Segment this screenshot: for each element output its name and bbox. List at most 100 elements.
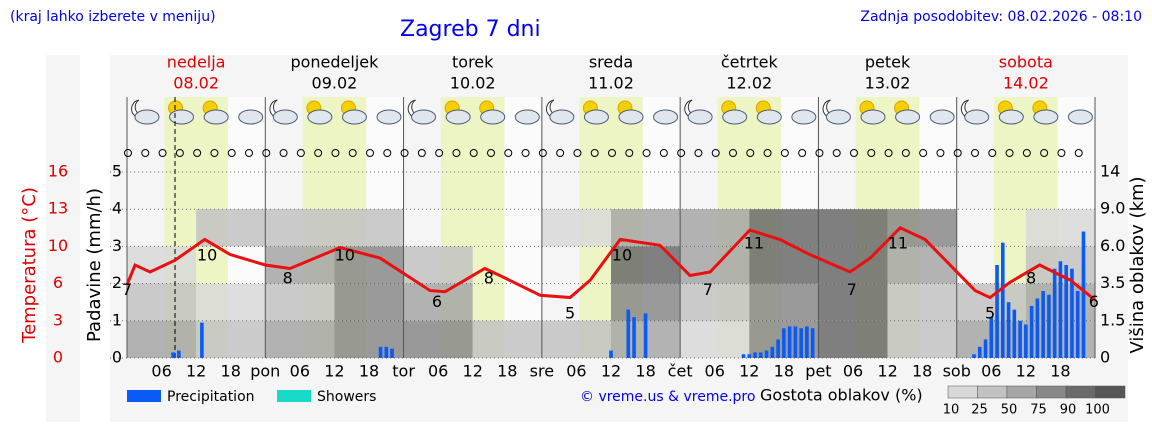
precip-bar <box>384 346 389 358</box>
wind-calm <box>901 149 910 157</box>
cloud-legend-swatch <box>1006 385 1037 399</box>
wind-calm <box>919 149 928 157</box>
x-tick-label: 12 <box>1016 362 1036 381</box>
precip-bar <box>805 326 809 358</box>
cloud-cell <box>472 320 542 358</box>
cloud-icon <box>445 109 471 125</box>
day-name: nedelja <box>167 53 226 72</box>
cloud-icon <box>825 109 851 125</box>
temperature-label: 5 <box>565 303 575 322</box>
precip-bar <box>1075 291 1080 358</box>
day-date: 12.02 <box>726 74 772 93</box>
wind-calm <box>832 149 841 157</box>
precip-bar <box>782 328 786 358</box>
cloud-icon <box>376 109 402 125</box>
cloud-tick-label: 3.5 <box>1100 273 1125 292</box>
cloud-cell <box>541 209 611 247</box>
cloud-icon <box>964 109 990 125</box>
day-name: ponedeljek <box>290 53 379 72</box>
cloud-legend-label: 10 <box>943 403 960 418</box>
wind-calm <box>763 149 772 157</box>
cloud-legend-swatch <box>1095 385 1126 399</box>
cloud-cell <box>265 320 335 358</box>
legend-label: Showers <box>317 389 376 405</box>
wind-calm <box>141 149 150 157</box>
cloud-icon <box>1033 109 1059 125</box>
cloud-cell <box>818 320 888 358</box>
cloud-tick-label: 9.0 <box>1100 199 1125 218</box>
cloud-icon <box>1067 109 1093 125</box>
cloud-cell <box>127 320 197 358</box>
precip-bar <box>632 317 636 358</box>
cloud-cell <box>403 320 473 358</box>
precip-bar <box>1006 302 1011 358</box>
cloud-legend-label: 50 <box>1001 403 1018 418</box>
wind-calm <box>435 149 444 157</box>
wind-calm <box>573 149 582 157</box>
day-date: 11.02 <box>588 74 634 93</box>
cloud-icon <box>653 109 679 125</box>
wind-calm <box>711 149 720 157</box>
precip-bar <box>977 346 982 358</box>
precip-bar <box>989 317 994 358</box>
cloud-icon <box>687 109 713 125</box>
wind-calm <box>175 149 184 157</box>
cloud-icon <box>134 109 160 125</box>
cloud-icon <box>895 109 921 125</box>
x-tick-label: 06 <box>151 362 171 381</box>
precip-bar <box>1018 320 1022 358</box>
cloud-cell <box>196 283 266 321</box>
day-name: petek <box>865 53 911 72</box>
cloud-icon <box>998 109 1024 125</box>
precip-bar <box>1064 265 1068 358</box>
cloud-cell <box>127 283 197 321</box>
night-band <box>504 97 542 358</box>
precip-tick-label: 3 <box>112 236 122 255</box>
cloud-icon <box>583 109 609 125</box>
wind-calm <box>1005 149 1014 157</box>
legend-swatch <box>127 390 161 402</box>
wind-calm <box>625 149 634 157</box>
precip-bar <box>1047 294 1051 358</box>
chart-title: Zagreb 7 dni <box>400 17 541 42</box>
x-tick-label: 12 <box>186 362 206 381</box>
wind-calm <box>590 149 599 157</box>
cloud-icon <box>169 109 195 125</box>
temperature-label: 8 <box>484 269 494 288</box>
x-tick-label: pon <box>250 362 280 381</box>
temperature-label: 7 <box>703 280 713 299</box>
cloud-icon <box>929 109 955 125</box>
cloud-legend-swatch <box>977 385 1008 399</box>
wind-calm <box>158 149 167 157</box>
wind-calm <box>1057 149 1066 157</box>
wind-calm <box>659 149 668 157</box>
day-name: sreda <box>589 53 633 72</box>
updated: Zadnja posodobitev: 08.02.2026 - 08:10 <box>860 9 1142 25</box>
precip-bar <box>378 346 383 358</box>
wind-calm <box>124 149 132 157</box>
cloud-cell <box>887 246 957 284</box>
day-name: torek <box>452 53 494 72</box>
precip-bar <box>995 265 999 358</box>
precip-bar <box>776 339 780 358</box>
wind-calm <box>366 149 374 157</box>
day-date: 08.02 <box>173 74 219 93</box>
cloud-tick-label: 1.5 <box>1100 310 1125 329</box>
cloud-cell <box>265 283 335 321</box>
cloud-cell <box>818 283 888 321</box>
left-panel <box>46 55 80 422</box>
wind-calm <box>245 149 253 157</box>
precip-bar <box>741 354 746 358</box>
cloud-icon <box>722 109 748 125</box>
cloud-legend-title: Gostota oblakov (%) <box>760 386 923 405</box>
wind-calm <box>850 149 858 157</box>
temp-tick-label: 13 <box>48 199 68 218</box>
x-tick-label: 12 <box>324 362 344 381</box>
precip-bar <box>1058 261 1063 358</box>
x-tick-label: 18 <box>221 362 241 381</box>
day-date: 09.02 <box>312 74 358 93</box>
cloud-tick-label: 6.0 <box>1100 236 1125 255</box>
cloud-icon <box>514 109 540 125</box>
wind-calm <box>383 149 392 157</box>
